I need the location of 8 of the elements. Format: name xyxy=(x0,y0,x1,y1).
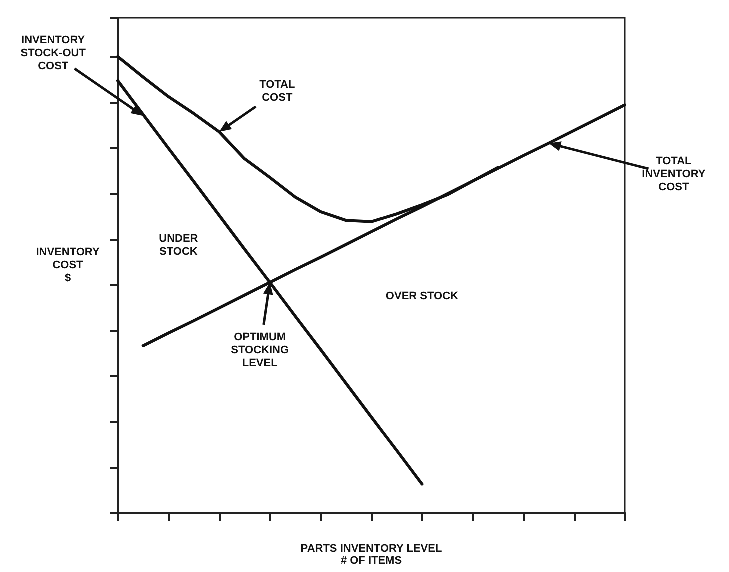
annotation: UNDER STOCK xyxy=(159,232,198,259)
text: TOTAL INVENTORY COST xyxy=(642,156,706,195)
annotation: OPTIMUM STOCKING LEVEL xyxy=(231,331,290,370)
text: INVENTORY STOCK-OUT COST xyxy=(20,34,86,74)
annotation: TOTAL COST xyxy=(260,79,296,106)
annotation: OVER STOCK xyxy=(386,290,458,304)
y-axis-title: INVENTORY COST $ xyxy=(36,246,100,284)
x-axis-title: PARTS INVENTORY LEVEL # OF ITEMS xyxy=(300,543,442,567)
